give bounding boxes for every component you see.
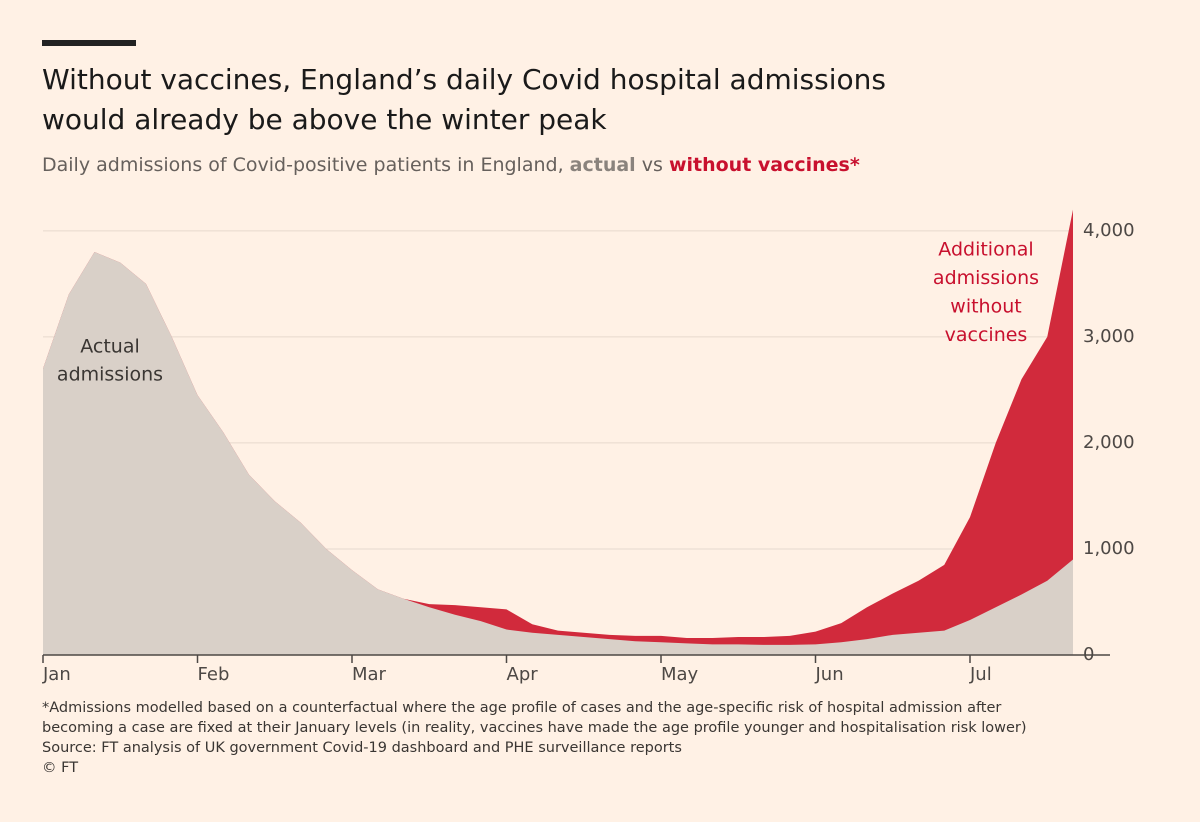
annotation-additional: admissions: [933, 267, 1039, 289]
x-tick-label: Mar: [352, 664, 387, 685]
legend-actual: actual: [569, 154, 636, 176]
footnote-line: becoming a case are fixed at their Janua…: [42, 720, 1027, 736]
annotation-actual: Actual: [80, 336, 140, 358]
y-tick-label: 1,000: [1083, 538, 1135, 559]
subtitle-text: Daily admissions of Covid-positive patie…: [42, 154, 564, 176]
y-tick-label: 3,000: [1083, 326, 1135, 347]
footnote-line: *Admissions modelled based on a counterf…: [42, 700, 1002, 716]
x-tick-label: Jan: [42, 664, 71, 685]
footnote-line: Source: FT analysis of UK government Cov…: [42, 740, 682, 756]
footnote: *Admissions modelled based on a counterf…: [42, 698, 1027, 778]
chart-title: Without vaccines, England’s daily Covid …: [42, 60, 886, 140]
legend-without: without vaccines*: [668, 154, 860, 176]
x-tick-label: May: [661, 664, 699, 685]
subtitle: Daily admissions of Covid-positive patie…: [42, 154, 860, 176]
subtitle-join: vs: [641, 154, 663, 176]
x-tick-label: Feb: [198, 664, 230, 685]
title-line: would already be above the winter peak: [42, 103, 607, 136]
footnote-line: © FT: [42, 760, 79, 776]
annotation-actual: admissions: [57, 364, 163, 386]
x-tick-label: Jun: [815, 664, 844, 685]
y-tick-label: 4,000: [1083, 220, 1135, 241]
annotation-additional: Additional: [938, 239, 1033, 261]
annotation-additional: vaccines: [945, 324, 1028, 346]
area-0: [43, 252, 1073, 655]
x-tick-label: Jul: [969, 664, 992, 685]
y-tick-label: 2,000: [1083, 432, 1135, 453]
ft-bar: [42, 40, 136, 46]
title-line: Without vaccines, England’s daily Covid …: [42, 63, 886, 96]
x-tick-label: Apr: [507, 664, 539, 685]
annotation-additional: without: [950, 296, 1021, 318]
